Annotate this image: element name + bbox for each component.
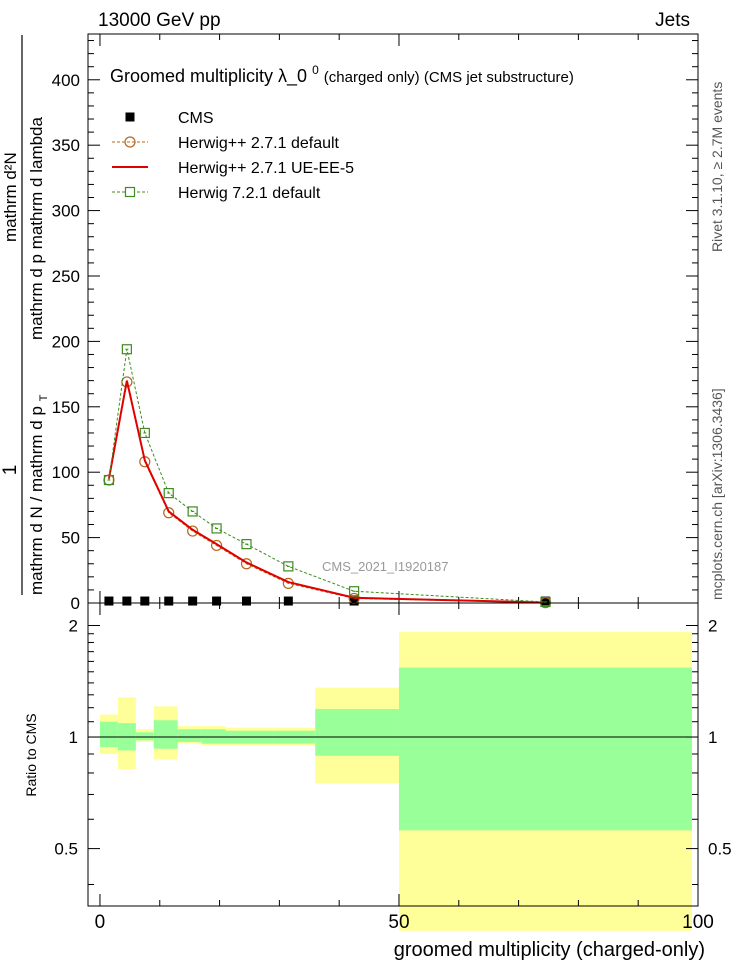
y-tick-label: 350 [52, 136, 80, 155]
ratio-y-label: Ratio to CMS [23, 713, 39, 796]
y-label-d2n-denom: mathrm d p mathrm d lambda [27, 116, 46, 340]
x-tick-label: 0 [95, 912, 106, 933]
ratio-stat-band [135, 732, 154, 741]
ratio-y-ticks: 0.5 0.5 1 1 2 2 [54, 616, 732, 886]
legend-label: Herwig++ 2.7.1 UE-EE-5 [178, 160, 354, 177]
y-tick-label: 0 [71, 594, 80, 613]
cms-data-point [241, 596, 251, 606]
main-plot: 0 50 100 150 200 250 300 350 400 [52, 33, 699, 613]
ratio-stat-band [177, 729, 202, 742]
ratio-tick-label-right: 1 [708, 728, 717, 747]
y-tick-label: 300 [52, 202, 80, 221]
herwigpp-default-point [121, 376, 133, 388]
ratio-tick-label-right: 0.5 [708, 840, 732, 859]
cms-data-point [283, 596, 293, 606]
herwig7-default-point [187, 506, 198, 517]
cms-data-point [122, 596, 132, 606]
cms-data-point [212, 596, 222, 606]
rivet-label: Rivet 3.1.10, ≥ 2.7M events [709, 82, 725, 252]
y-axis-label: 1 mathrm d N / mathrm d p T mathrm d²N m… [0, 35, 50, 595]
legend-herwigpp-marker [124, 136, 136, 148]
cms-data-point [188, 596, 198, 606]
legend-herwig7-marker [124, 186, 136, 198]
ratio-tick-label-left: 0.5 [54, 840, 78, 859]
legend: CMS Herwig++ 2.7.1 default Herwig++ 2.7.1 … [112, 110, 354, 202]
header-left: 13000 GeV pp [98, 10, 221, 31]
herwig7-default-point [540, 596, 551, 608]
ratio-tick-label-left: 2 [69, 616, 78, 635]
cms-data-point [140, 596, 150, 606]
herwigpp-default-point [187, 525, 199, 537]
y-tick-label: 400 [52, 71, 80, 90]
herwig7-default-line [108, 349, 546, 603]
y-tick-label: 250 [52, 267, 80, 286]
legend-label: CMS [178, 110, 214, 127]
main-y-ticks: 0 50 100 150 200 250 300 350 400 [52, 34, 699, 613]
ratio-bands [99, 632, 693, 931]
y-label-denominator: mathrm d N / mathrm d p T [27, 394, 50, 595]
main-series [103, 344, 552, 609]
legend-cms-marker [125, 112, 135, 122]
cms-data-point [104, 596, 114, 606]
ratio-stat-band [201, 729, 226, 744]
analysis-label: CMS_2021_I1920187 [322, 559, 449, 574]
y-label-d2n: mathrm d²N [1, 152, 20, 242]
y-tick-label: 150 [52, 398, 80, 417]
mcplots-label: mcplots.cern.ch [arXiv:1306.3436] [709, 388, 725, 600]
cms-data-point [349, 596, 359, 606]
cms-data-point [541, 596, 550, 606]
y-tick-label: 200 [52, 332, 80, 351]
herwig7-default-point [283, 561, 294, 572]
header-right: Jets [655, 10, 690, 31]
cms-data-point [164, 596, 174, 606]
ratio-plot: 0.5 0.5 1 1 2 2 0 50 100 [54, 602, 732, 933]
ue-ee-5-line [107, 380, 546, 604]
y-tick-label: 100 [52, 463, 80, 482]
herwig7-default-point [121, 344, 132, 355]
legend-label: Herwig 7.2.1 default [178, 185, 321, 202]
legend-label: Herwig++ 2.7.1 default [178, 135, 340, 152]
ratio-stat-band [99, 721, 118, 748]
x-ticks: 0 50 100 [95, 603, 714, 933]
ratio-frame [87, 602, 699, 907]
x-axis-label: groomed multiplicity (charged-only) [394, 939, 705, 961]
chart-title-rest: (charged only) (CMS jet substructure) [324, 69, 574, 86]
herwig7-default-point [103, 474, 115, 486]
y-label-t-sub: T [38, 394, 50, 401]
herwigpp-default-point [163, 507, 175, 519]
chart-title-main: Groomed multiplicity λ_0 [110, 66, 307, 87]
herwig7-default-point [211, 523, 222, 534]
ratio-stat-band [315, 709, 399, 756]
herwig7-default-point [349, 586, 360, 597]
x-tick-label: 50 [388, 912, 409, 933]
y-tick-label: 50 [61, 529, 80, 548]
chart-title-sup: 0 [312, 63, 319, 77]
ratio-stat-band [153, 720, 178, 749]
x-tick-label: 100 [682, 912, 714, 933]
ratio-tick-label-left: 1 [69, 728, 78, 747]
ratio-tick-label-right: 2 [708, 616, 717, 635]
herwig7-default-point [139, 427, 150, 439]
ratio-stat-band [398, 667, 693, 831]
y-label-numerator: 1 [0, 465, 21, 476]
y-label-denominator-text: mathrm d N / mathrm d p [27, 406, 46, 595]
herwig7-default-point [163, 488, 174, 499]
herwigpp-default-point [210, 539, 223, 552]
herwig7-default-point [241, 539, 252, 550]
chart-title: Groomed multiplicity λ_0 0 (charged only… [110, 58, 574, 87]
